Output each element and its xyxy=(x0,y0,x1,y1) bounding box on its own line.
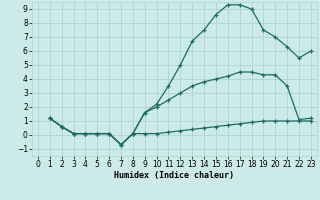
X-axis label: Humidex (Indice chaleur): Humidex (Indice chaleur) xyxy=(115,171,234,180)
